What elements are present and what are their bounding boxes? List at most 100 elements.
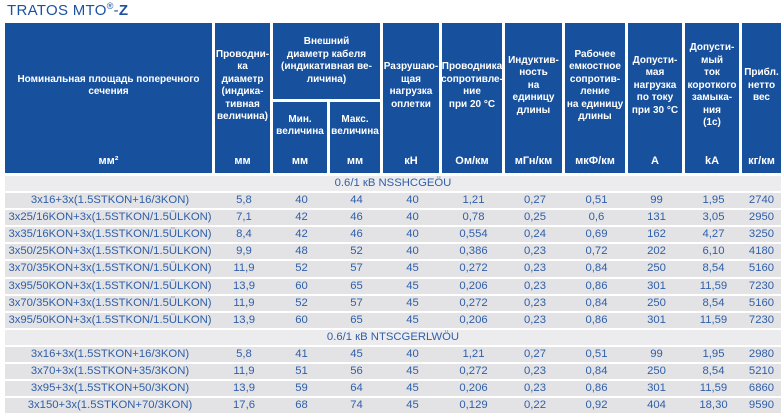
cell-value: 41 [295,347,308,360]
cell-value: 45 [350,347,363,360]
cell-value: 4180 [748,245,775,258]
cell-value: 40 [406,194,419,207]
cell-cable-designation: 3x35/16KON+3x(1.5STKON/1.5ÜLKON) [8,228,212,241]
cell-value: 13,9 [233,382,255,395]
cell-value: 4,27 [702,228,725,241]
cell-value: 60 [295,313,308,326]
cell-value: 51 [295,365,308,378]
cell-value: 60 [295,279,308,292]
cell-value: 11,59 [699,313,728,326]
cell-value: 45 [406,313,419,326]
header-cell-net-weight: Прибл. нетто вес кг/км [742,23,781,173]
cell-value: 6,10 [702,245,725,258]
header-cell-short-circuit-current: Допусти- мый ток короткого замыка- ния (… [685,23,742,173]
cell-value: 404 [647,399,666,412]
unit-label: мм² [98,155,119,167]
cell-value: 52 [295,296,308,309]
cell-value: 8,54 [702,365,725,378]
cell-value: 250 [647,296,666,309]
unit-label: кг/км [748,155,775,167]
section-header-row: 0.6/1 кВ NSSHCGEÖU [5,176,781,192]
cell-value: 0,86 [585,382,608,395]
header-cell-braid-breaking-load: Разрушаю- щая нагрузка оплетки кН [383,23,442,173]
cell-value: 42 [295,211,308,224]
header-label: Макс. величина [331,113,379,137]
section-header-row: 0.6/1 кВ NTSCGERLWÖU [5,329,781,345]
cell-value: 45 [406,279,419,292]
header-label: Проводни- ка диаметр (индика- тивная вел… [215,48,270,123]
header-cell-inductance: Индуктив- ность на единицу длины мГн/км [505,23,565,173]
cell-value: 0,25 [524,211,546,224]
cell-value: 162 [647,228,666,241]
spec-table: Номинальная площадь поперечного сечения … [5,23,781,415]
header-label: Рабочее емкостное сопротив- ление на еди… [566,48,624,123]
unit-label: мкФ/км [575,155,615,167]
cell-value: 5160 [748,262,775,275]
cell-value: 0,78 [462,211,485,224]
title-z: Z [118,2,129,19]
cell-value: 59 [295,382,308,395]
cell-value: 0,51 [585,347,608,360]
cell-value: 11,59 [699,279,728,292]
cell-value: 45 [406,365,419,378]
cell-value: 0,51 [585,194,608,207]
cell-value: 1,21 [462,194,485,207]
table-row: 3x95+3x(1.5STKON+50/3KON) 13,9 59 64 45 0,206… [5,381,781,397]
unit-label: kA [704,155,720,167]
cell-value: 11,59 [699,382,728,395]
cell-value: 40 [406,211,419,224]
cell-cable-designation: 3x16+3x(1.5STKON+16/3KON) [30,194,190,207]
header-label: Номинальная площадь поперечного сечения [17,73,200,98]
cell-value: 17,6 [233,399,255,412]
cell-value: 57 [350,296,363,309]
unit-label: мм [291,155,309,167]
unit-label: мм [346,155,364,167]
table-body: 0.6/1 кВ NSSHCGEÖU 3x16+3x(1.5STKON+16/3K… [5,176,781,414]
header-cell-capacitance: Рабочее емкостное сопротив- ление на еди… [565,23,628,173]
cell-value: 13,9 [233,313,255,326]
cell-cable-designation: 3x16+3x(1.5STKON+16/3KON) [30,347,190,360]
table-header: Номинальная площадь поперечного сечения … [5,23,781,173]
cell-value: 0,206 [459,382,488,395]
header-label: Допусти- мая нагрузка по току при 30 °C [631,54,679,116]
cell-value: 5,8 [236,194,252,207]
cell-value: 0,72 [585,245,608,258]
unit-label: А [651,155,659,167]
cell-value: 0,86 [585,313,608,326]
cell-value: 2980 [748,347,775,360]
cell-cable-designation: 3x70/35KON+3x(1.5STKON/1.5ÜLKON) [8,262,212,275]
page-title: TRATOS MTO®-Z [7,2,129,20]
cell-value: 11,9 [233,262,255,275]
cell-value: 0,24 [524,228,546,241]
cell-value: 0,272 [459,262,488,275]
header-cell-outer-diameter-max: Макс. величина мм [330,102,380,173]
cell-value: 131 [647,211,666,224]
cell-cable-designation: 3x50/25KON+3x(1.5STKON/1.5ÜLKON) [8,245,212,258]
cell-value: 0,23 [524,382,546,395]
title-dash: - [113,2,119,19]
cell-value: 48 [295,245,308,258]
cell-value: 5160 [748,296,775,309]
cell-value: 0,84 [585,365,608,378]
cell-value: 1,95 [702,347,725,360]
cell-value: 0,23 [524,296,546,309]
cell-value: 7230 [748,313,775,326]
cell-value: 45 [406,399,419,412]
cell-value: 9590 [748,399,775,412]
cell-value: 65 [350,279,363,292]
cell-value: 7230 [748,279,775,292]
table-row: 3x95/50KON+3x(1.5STKON/1.5ÜLKON) 13,9 60 65… [5,312,781,328]
cell-value: 250 [647,262,666,275]
cell-value: 202 [647,245,666,258]
cell-value: 1,95 [702,194,725,207]
cell-value: 9,9 [236,245,252,258]
cell-value: 0,23 [524,262,546,275]
table-row: 3x150+3x(1.5STKON+70/3KON) 17,6 68 74 45 0,12… [5,398,781,414]
table-row: 3x50/25KON+3x(1.5STKON/1.5ÜLKON) 9,9 48 52 4… [5,244,781,260]
table-row: 3x70+3x(1.5STKON+35/3KON) 11,9 51 56 45 0,272… [5,364,781,380]
header-label: Прибл. нетто вес [744,67,779,104]
cell-value: 301 [647,382,666,395]
unit-label: Ом/км [455,155,489,167]
cell-value: 40 [406,245,419,258]
